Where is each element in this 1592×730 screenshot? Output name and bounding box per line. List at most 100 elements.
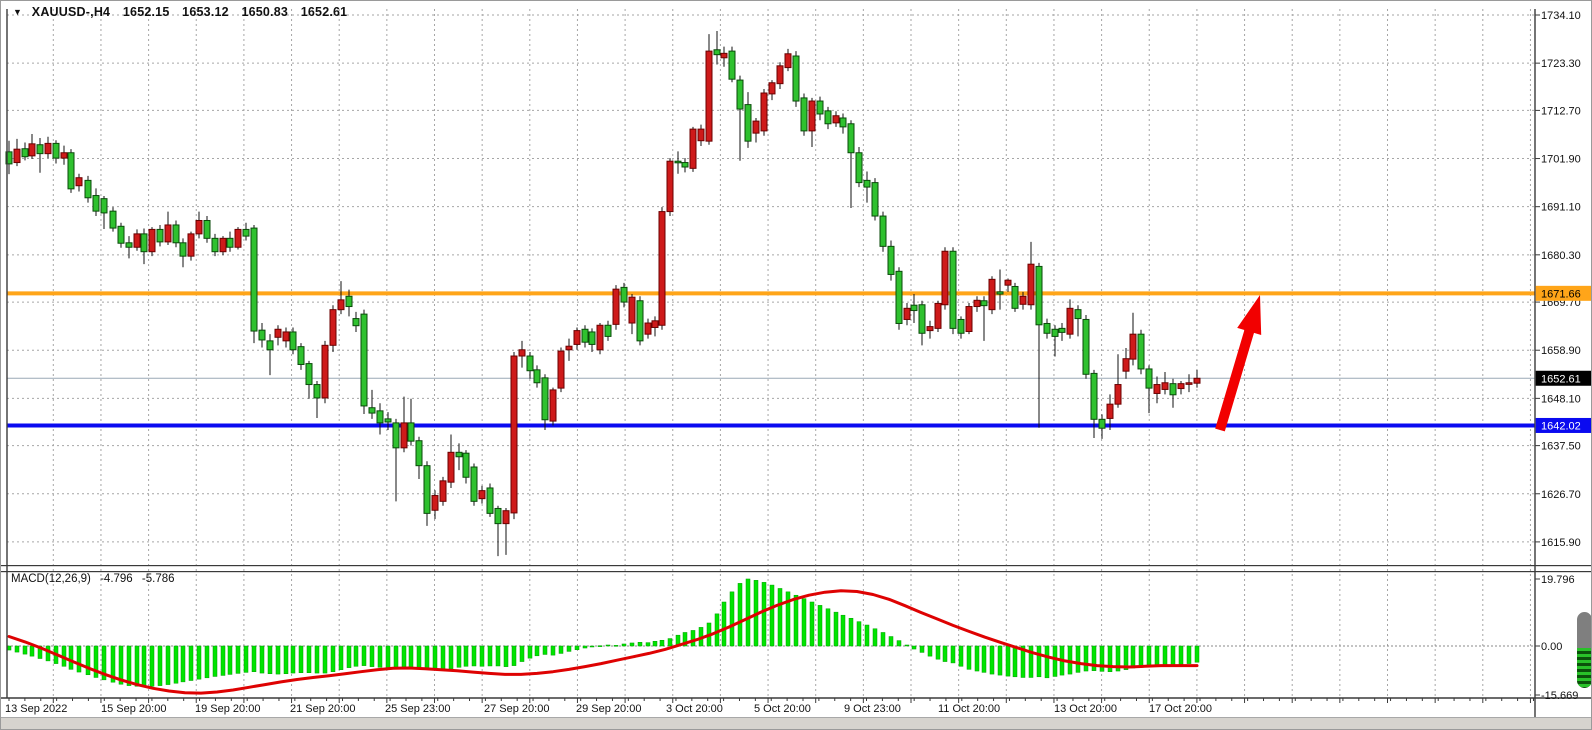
macd-axis-label: 19.796 xyxy=(1541,574,1575,586)
macd-histogram-bar xyxy=(479,645,485,667)
candle-bear xyxy=(681,162,689,168)
price-axis-label: 1637.50 xyxy=(1541,441,1581,453)
macd-histogram-bar xyxy=(369,645,375,667)
window-bottom-edge xyxy=(1,717,1591,729)
candle-bear xyxy=(996,291,1004,295)
candle-bear xyxy=(910,304,918,312)
candle-bear xyxy=(1074,309,1082,320)
macd-histogram-bar xyxy=(950,645,956,664)
candle-bull xyxy=(164,224,172,243)
macd-histogram-bar xyxy=(737,583,743,647)
candle-bull xyxy=(784,53,792,69)
macd-histogram-bar xyxy=(1138,645,1144,667)
candle-bear xyxy=(1137,333,1145,370)
quote-open: 1652.15 xyxy=(122,5,170,19)
price-axis-label: 1615.90 xyxy=(1541,537,1581,549)
candle-bear xyxy=(494,507,502,525)
candle-bull xyxy=(720,52,728,59)
panel-splitter-bottom[interactable] xyxy=(1,571,1592,573)
macd-histogram-bar xyxy=(1154,645,1160,667)
price-axis-label: 1680.30 xyxy=(1541,250,1581,262)
candle-bear xyxy=(392,422,400,449)
time-axis-label: 9 Oct 23:00 xyxy=(844,703,901,715)
candle-bull xyxy=(28,143,36,157)
candlesticks xyxy=(5,31,1201,557)
scroll-indicator[interactable] xyxy=(1577,612,1591,688)
candle-bull xyxy=(689,128,697,169)
macd-histogram-bar xyxy=(864,624,870,647)
macd-histogram-bar xyxy=(911,645,917,650)
candle-bull xyxy=(776,65,784,85)
macd-histogram-bar xyxy=(141,645,147,687)
candle-bear xyxy=(242,228,250,237)
candle-bull xyxy=(651,320,659,328)
candle-bull xyxy=(926,326,934,332)
candle-bull xyxy=(965,306,973,332)
candle-bull xyxy=(187,233,195,257)
candle-bull xyxy=(1114,384,1122,405)
symbol-period-label: XAUUSD-,H4 xyxy=(31,5,111,19)
macd-histogram-bar xyxy=(126,645,132,686)
macd-histogram-bar xyxy=(463,645,469,667)
candle-bear xyxy=(423,465,431,514)
candle-bear xyxy=(226,237,234,248)
macd-histogram-bar xyxy=(68,645,74,670)
candle-bear xyxy=(839,117,847,128)
candle-bear xyxy=(1058,327,1066,333)
macd-axis-label: 0.00 xyxy=(1541,641,1562,653)
panel-splitter-top[interactable] xyxy=(1,565,1592,567)
price-axis-label: 1734.10 xyxy=(1541,10,1581,22)
macd-histogram-bar xyxy=(974,645,980,672)
candle-bull xyxy=(666,160,674,213)
candle-bear xyxy=(352,318,360,327)
time-axis-label: 13 Oct 20:00 xyxy=(1054,703,1117,715)
candle-bear xyxy=(462,452,470,478)
candle-bear xyxy=(824,110,832,125)
candle-bull xyxy=(1193,377,1201,384)
macd-histogram-bar xyxy=(896,640,902,647)
macd-histogram-bar xyxy=(267,645,273,675)
macd-histogram-bar xyxy=(840,614,846,647)
candle-bull xyxy=(752,120,760,134)
candle-bear xyxy=(172,224,180,244)
time-axis-label: 29 Sep 20:00 xyxy=(576,703,641,715)
time-axis-label: 21 Sep 20:00 xyxy=(290,703,355,715)
macd-histogram-bar xyxy=(652,641,658,647)
candle-bear xyxy=(100,198,108,214)
candle-bear xyxy=(871,182,879,217)
candle-bear xyxy=(855,152,863,184)
macd-panel xyxy=(6,578,1200,695)
candle-bear xyxy=(36,144,44,155)
candle-bear xyxy=(486,487,494,514)
macd-histogram-bar xyxy=(1194,645,1200,663)
candle-bear xyxy=(800,97,808,132)
candle-bear xyxy=(1082,318,1090,375)
candle-bear xyxy=(620,286,628,303)
panel-borders xyxy=(1,9,1592,717)
macd-histogram-bar xyxy=(1091,645,1097,671)
trend-arrow-annotation[interactable] xyxy=(1215,295,1262,432)
chevron-down-icon[interactable]: ▼ xyxy=(13,7,23,17)
candle-bear xyxy=(470,466,478,502)
macd-histogram-bar xyxy=(1170,645,1176,666)
macd-histogram-bar xyxy=(888,636,894,647)
quote-high: 1653.12 xyxy=(182,5,229,19)
macd-histogram-bar xyxy=(408,645,414,668)
macd-histogram-bar xyxy=(613,645,619,647)
macd-histogram-bar xyxy=(550,645,556,656)
candle-bull xyxy=(431,495,439,511)
macd-histogram-bar xyxy=(37,645,43,659)
macd-histogram-bar xyxy=(919,645,925,653)
candle-bear xyxy=(895,270,903,324)
bid-price-line-tag-text: 1652.61 xyxy=(1541,373,1581,385)
candle-bear xyxy=(581,328,589,343)
macd-histogram-bar xyxy=(180,645,186,683)
price-tags: 1671.66 1642.02 1652.61 xyxy=(1535,285,1591,433)
macd-histogram-bar xyxy=(393,645,399,668)
candle-bear xyxy=(816,100,824,115)
candle-bear xyxy=(258,329,266,341)
candle-bear xyxy=(533,369,541,384)
candle-bear xyxy=(792,55,800,102)
candle-bear xyxy=(360,313,368,407)
candle-bull xyxy=(1177,383,1185,390)
